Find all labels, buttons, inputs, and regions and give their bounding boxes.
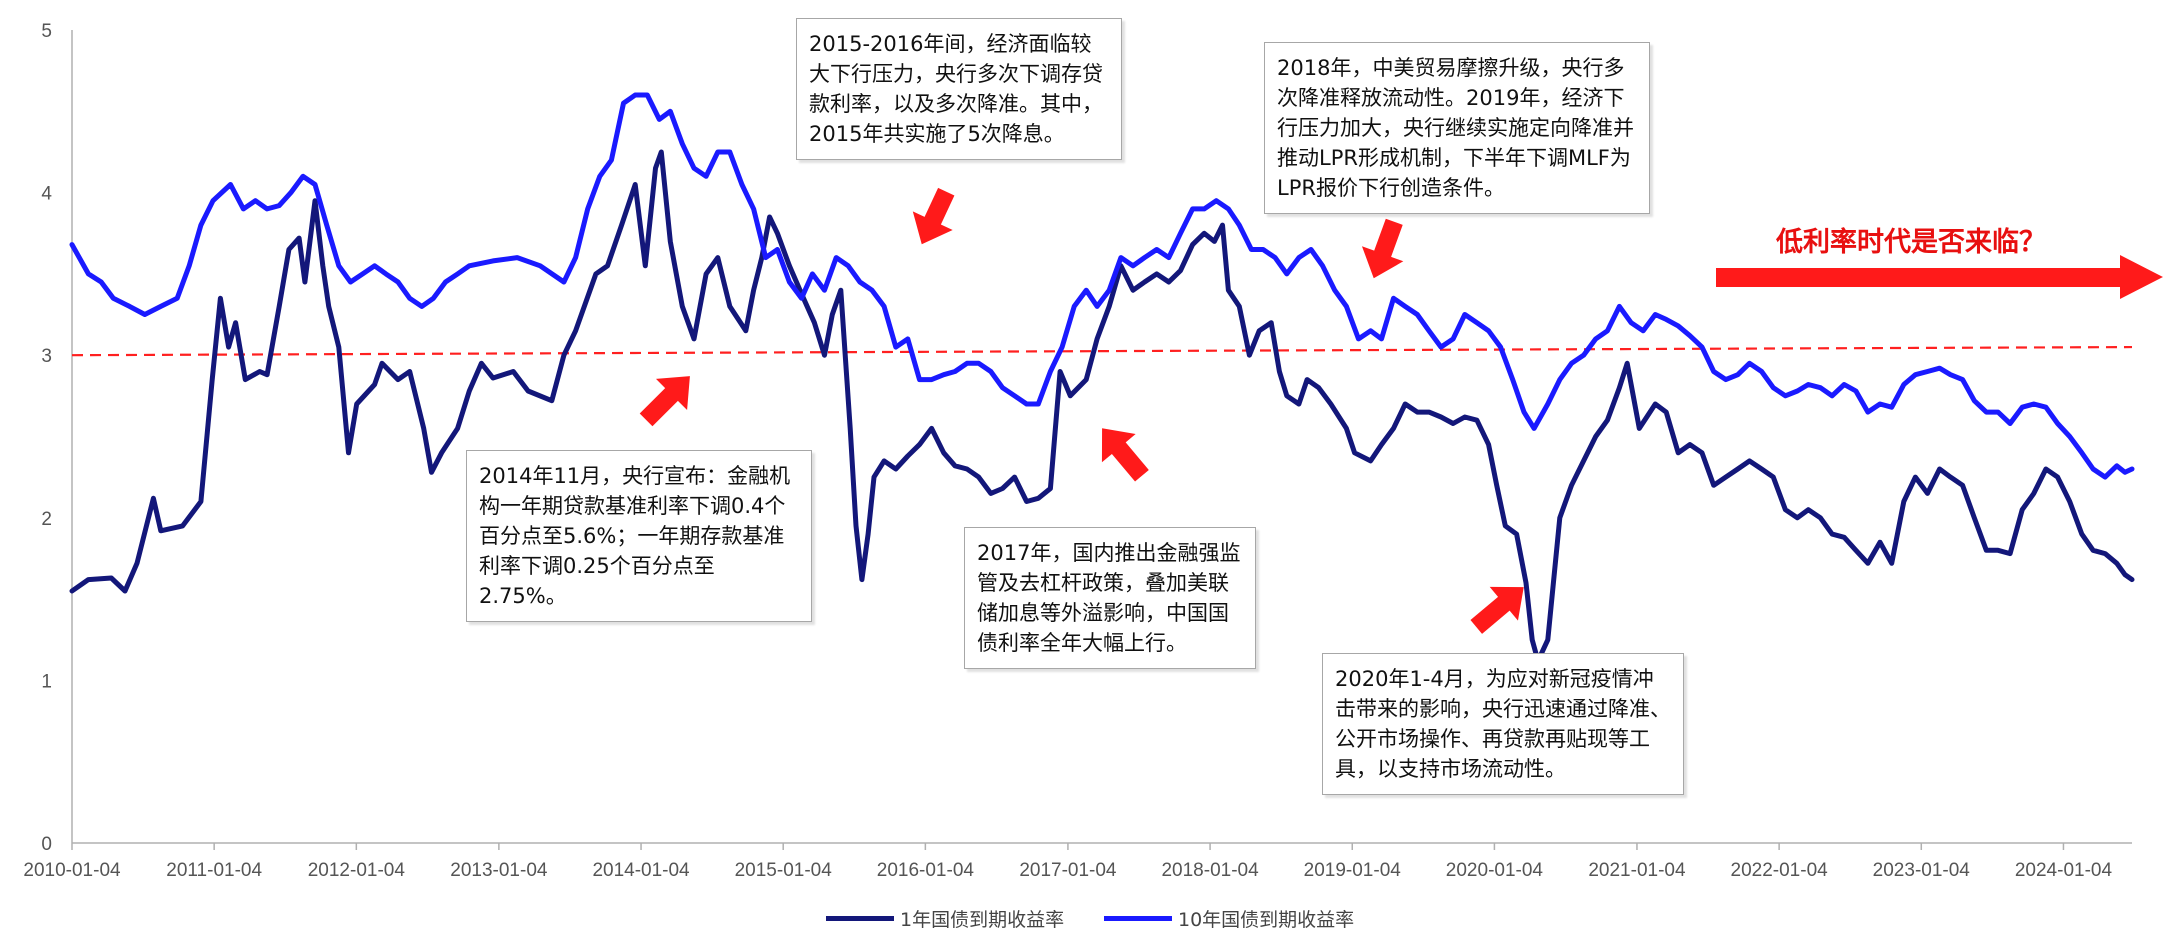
x-tick-label: 2014-01-04: [592, 860, 690, 881]
x-tick-label: 2024-01-04: [2015, 860, 2113, 881]
arrow-2014: [639, 376, 690, 427]
arrow-2018: [1361, 218, 1404, 279]
x-tick-label: 2010-01-04: [23, 860, 121, 881]
annotation-2018-2019: 2018年，中美贸易摩擦升级，央行多次降准释放流动性。2019年，经济下行压力加…: [1264, 42, 1650, 214]
x-tick-label: 2016-01-04: [877, 860, 975, 881]
x-tick-label: 2021-01-04: [1588, 860, 1686, 881]
x-tick-label: 2013-01-04: [450, 860, 548, 881]
arrow-2017: [1101, 428, 1149, 482]
headline-low-rate-era: 低利率时代是否来临？: [1776, 227, 2046, 258]
arrow-future: [1716, 255, 2163, 299]
chart-axes: 0 1 2 3 4 5 2010-01-04 2011-01-04 2012-01-04 2013…: [23, 21, 2132, 881]
legend-swatch-10y: [1104, 916, 1172, 921]
annotation-arrows: [639, 187, 2163, 634]
y-tick-label: 3: [41, 346, 52, 367]
series-line-1y: [69, 149, 2135, 664]
arrow-2015: [912, 187, 955, 245]
annotation-2015-2016: 2015-2016年间，经济面临较大下行压力，央行多次下调存贷款利率，以及多次降…: [796, 18, 1122, 160]
series-line-10y: [69, 92, 2135, 480]
legend-label-1y: 1年国债到期收益率: [900, 909, 1065, 931]
x-tick-label: 2020-01-04: [1446, 860, 1544, 881]
x-tick-label: 2015-01-04: [735, 860, 833, 881]
series-group: [69, 92, 2135, 664]
legend-label-10y: 10年国债到期收益率: [1178, 909, 1355, 931]
y-tick-label: 4: [41, 184, 52, 205]
annotation-2017: 2017年，国内推出金融强监管及去杠杆政策，叠加美联储加息等外溢影响，中国国债利…: [964, 527, 1256, 669]
y-tick-label: 1: [41, 671, 52, 692]
x-tick-label: 2019-01-04: [1304, 860, 1402, 881]
arrow-2020: [1470, 586, 1524, 634]
x-tick-label: 2017-01-04: [1019, 860, 1117, 881]
x-tick-label: 2012-01-04: [308, 860, 406, 881]
annotation-2014: 2014年11月，央行宣布：金融机构一年期贷款基准利率下调0.4个百分点至5.6…: [466, 450, 812, 622]
reference-line-3pct: [71, 345, 2133, 357]
x-tick-label: 2011-01-04: [166, 860, 262, 881]
legend-swatch-1y: [826, 916, 894, 921]
x-tick-label: 2018-01-04: [1161, 860, 1259, 881]
x-tick-label: 2022-01-04: [1731, 860, 1829, 881]
y-tick-label: 5: [41, 21, 52, 42]
legend-item-1y: 1年国债到期收益率: [826, 905, 1064, 932]
annotation-2020: 2020年1-4月，为应对新冠疫情冲击带来的影响，央行迅速通过降准、公开市场操作…: [1322, 653, 1684, 795]
reference-line-group: [71, 345, 2133, 357]
y-tick-label: 0: [41, 834, 52, 855]
legend-item-10y: 10年国债到期收益率: [1104, 905, 1354, 932]
y-tick-label: 2: [41, 509, 52, 530]
x-tick-label: 2023-01-04: [1873, 860, 1971, 881]
